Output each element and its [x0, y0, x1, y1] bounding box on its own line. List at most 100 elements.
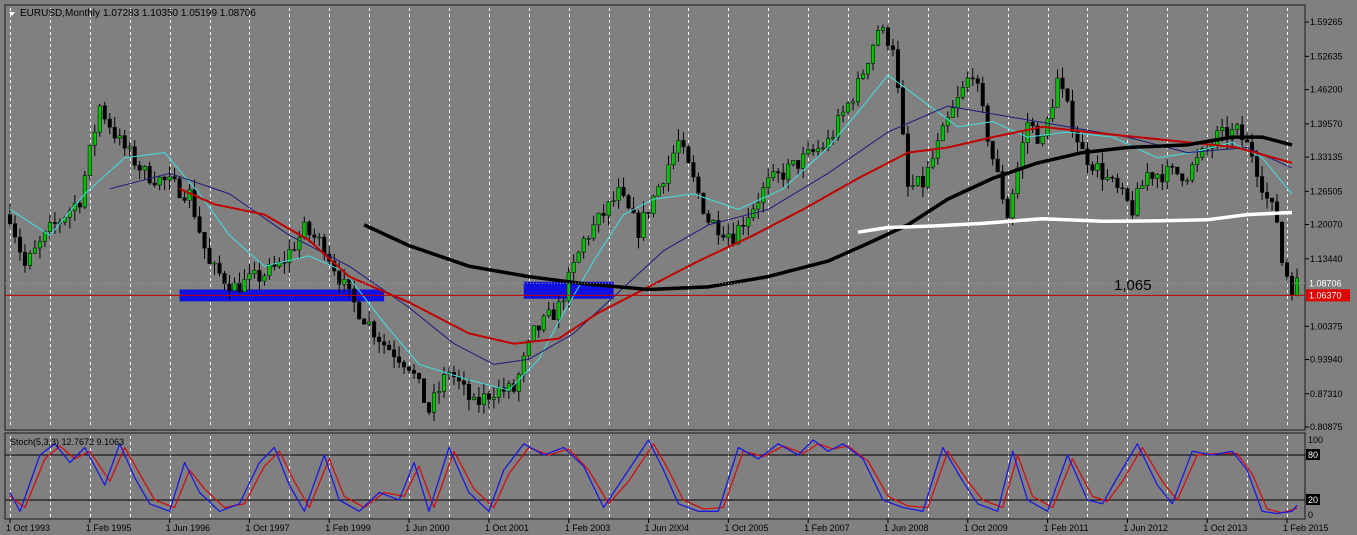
- candle-body: [122, 135, 127, 149]
- x-tick-label: 1 Feb 2011: [1044, 523, 1089, 533]
- candle-body: [890, 45, 895, 50]
- x-tick-label: 1 Oct 1997: [245, 523, 289, 533]
- candle-body: [841, 111, 846, 116]
- candle-body: [1150, 172, 1155, 179]
- candle-body: [252, 270, 257, 275]
- main-chart-frame: [4, 4, 1306, 431]
- candle-body: [37, 240, 42, 249]
- candle-body: [1135, 188, 1140, 216]
- current-price-label: 1.08706: [1309, 278, 1342, 288]
- candle-body: [846, 102, 851, 113]
- candle-body: [1200, 148, 1205, 158]
- candle-body: [1235, 124, 1240, 130]
- candle-body: [1175, 166, 1180, 175]
- candle-body: [287, 249, 292, 263]
- candle-body: [1255, 156, 1260, 177]
- candle-body: [651, 195, 656, 214]
- candle-body: [102, 105, 107, 120]
- candle-body: [791, 160, 796, 165]
- chart-menu-triangle-icon[interactable]: [9, 12, 15, 16]
- candle-body: [52, 222, 57, 224]
- candle-body: [162, 176, 167, 181]
- candle-body: [1285, 262, 1290, 277]
- candle-body: [427, 402, 432, 413]
- candle-body: [397, 356, 402, 363]
- candle-body: [866, 63, 870, 75]
- candle-body: [716, 220, 721, 236]
- candle-body: [851, 101, 856, 104]
- candle-body: [980, 83, 985, 107]
- candle-body: [432, 392, 437, 413]
- candle-body: [995, 158, 1000, 172]
- candle-body: [756, 202, 761, 210]
- candle-body: [32, 247, 37, 254]
- candle-body: [466, 384, 471, 400]
- candle-body: [965, 77, 970, 88]
- candle-body: [581, 238, 586, 253]
- candle-body: [856, 78, 861, 103]
- x-tick-label: 1 Feb 2015: [1283, 523, 1329, 533]
- candle-body: [172, 176, 177, 180]
- candle-body: [372, 321, 377, 338]
- candle-body: [516, 374, 521, 392]
- candle-body: [1085, 148, 1090, 165]
- candle-body: [1145, 172, 1150, 186]
- candle-body: [761, 187, 766, 204]
- candle-body: [152, 182, 157, 186]
- y-tick-label: 1.39570: [1310, 119, 1343, 129]
- x-tick-label: 1 Oct 2009: [964, 523, 1008, 533]
- candle-body: [721, 234, 726, 238]
- candle-body: [885, 27, 890, 47]
- candle-body: [601, 212, 606, 216]
- candle-body: [915, 176, 920, 186]
- candle-body: [317, 236, 322, 239]
- candle-body: [417, 373, 422, 379]
- candle-body: [880, 27, 885, 31]
- candle-body: [1245, 139, 1250, 143]
- candle-body: [831, 137, 836, 139]
- y-tick-label: 0.80875: [1310, 422, 1343, 432]
- candle-body: [1030, 122, 1035, 127]
- candle-body: [82, 175, 87, 208]
- candle-body: [925, 166, 930, 188]
- candle-body: [821, 147, 826, 150]
- candle-body: [302, 221, 307, 238]
- candle-body: [292, 249, 297, 251]
- candle-body: [531, 325, 536, 342]
- candle-body: [1170, 165, 1175, 168]
- candle-body: [277, 261, 282, 267]
- candle-body: [611, 200, 616, 202]
- candle-body: [945, 117, 950, 127]
- candle-body: [486, 393, 491, 400]
- candle-body: [307, 221, 312, 236]
- stoch-tick-label: 20: [1308, 495, 1318, 505]
- candle-body: [412, 370, 417, 374]
- candle-body: [297, 237, 302, 251]
- candle-body: [1110, 176, 1115, 179]
- candle-body: [870, 44, 875, 64]
- y-tick-label: 1.20070: [1310, 220, 1343, 230]
- candle-body: [875, 30, 880, 46]
- candle-body: [1035, 125, 1040, 144]
- candle-body: [192, 189, 197, 217]
- candle-body: [227, 283, 232, 292]
- candle-body: [382, 341, 387, 346]
- candle-body: [207, 248, 212, 265]
- candle-body: [731, 233, 736, 245]
- candle-body: [636, 212, 641, 238]
- x-tick-label: 1 Jun 2012: [1123, 523, 1168, 533]
- candle-body: [521, 355, 526, 375]
- axis-labels: 1 Oct 1993 1 Feb 1995 1 Jun 1996 1 Oct 1997…: [6, 17, 1350, 533]
- candle-body: [701, 192, 706, 214]
- y-tick-label: 0.93940: [1310, 355, 1343, 365]
- candle-body: [22, 251, 27, 266]
- candle-body: [1125, 188, 1130, 201]
- candle-body: [1040, 135, 1045, 144]
- candle-body: [666, 164, 671, 184]
- candle-body: [661, 183, 666, 187]
- candle-body: [1265, 192, 1270, 199]
- candle-body: [87, 144, 92, 176]
- candle-body: [676, 139, 681, 154]
- candle-body: [766, 177, 771, 189]
